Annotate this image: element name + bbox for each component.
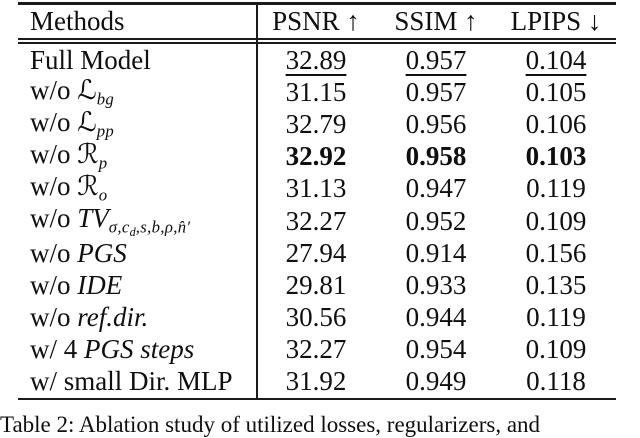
table-row: w/ small Dir. MLP 31.92 0.949 0.118 (18, 366, 616, 398)
method-label-part: d (129, 225, 136, 240)
header-double-rule (18, 38, 616, 44)
table-row: w/o ref.dir. 30.56 0.944 0.119 (18, 302, 616, 334)
ssim-cell: 0.957 (405, 44, 467, 75)
method-label-part: bg (96, 89, 115, 109)
ssim-cell: 0.952 (405, 206, 467, 237)
lpips-cell: 0.156 (525, 237, 587, 268)
psnr-cell: 32.92 (285, 141, 347, 172)
method-cell: w/o ℛp (18, 141, 256, 172)
method-label-part: PGS (77, 237, 127, 268)
psnr-cell: 32.89 (285, 44, 347, 75)
method-label-part: ℛ (77, 171, 99, 203)
method-label-part: w/o (30, 269, 78, 300)
table-header-row: Methods PSNR ↑ SSIM ↑ LPIPS ↓ (18, 5, 616, 38)
method-label-part: o (98, 185, 108, 205)
lpips-cell: 0.135 (525, 269, 587, 300)
ssim-cell: 0.956 (405, 108, 467, 139)
method-cell: w/o PGS (18, 237, 256, 268)
method-cell: w/o ℛo (18, 173, 256, 204)
lpips-cell: 0.106 (525, 108, 587, 139)
table-row: w/o IDE 29.81 0.933 0.135 (18, 269, 616, 301)
table-body: Full Model 32.89 0.957 0.104 w/o ℒbg 31.15 0.9… (18, 44, 616, 398)
lpips-cell: 0.119 (526, 173, 586, 204)
psnr-cell: 30.56 (285, 302, 347, 333)
lpips-cell: 0.109 (525, 206, 587, 237)
method-label-part: ref.dir. (77, 302, 149, 333)
lpips-cell: 0.109 (525, 334, 587, 365)
psnr-cell: 32.27 (285, 334, 347, 365)
lpips-cell: 0.118 (526, 366, 586, 397)
method-cell: w/o IDE (18, 269, 256, 300)
table-row: w/o ℛo 31.13 0.947 0.119 (18, 173, 616, 205)
psnr-cell: 32.79 (285, 108, 347, 139)
ssim-cell: 0.958 (405, 141, 467, 172)
method-label-part: w/o (30, 302, 78, 333)
method-label-part: w/o (30, 171, 78, 202)
psnr-cell: 31.92 (285, 366, 347, 397)
ssim-cell: 0.954 (405, 334, 467, 365)
method-label-part: pp (96, 121, 115, 141)
table-row: w/o ℛp 32.92 0.958 0.103 (18, 141, 616, 173)
method-label-part: w/ small Dir. MLP (30, 366, 233, 397)
ssim-cell: 0.944 (405, 302, 467, 333)
ssim-cell: 0.949 (405, 366, 467, 397)
method-label-part: w/o (30, 106, 78, 137)
ablation-table: Methods PSNR ↑ SSIM ↑ LPIPS ↓ Full Model… (18, 2, 616, 401)
header-ssim: SSIM ↑ (394, 6, 478, 36)
method-label-part: w/o (30, 74, 78, 105)
method-cell: w/o TVσ,cd,s,b,ρ,n̂′ (18, 202, 256, 240)
psnr-cell: 29.81 (285, 269, 347, 300)
method-label-part: ℛ (77, 139, 99, 171)
method-cell: w/o ℒbg (18, 74, 256, 109)
table-row: Full Model 32.89 0.957 0.104 (18, 44, 616, 76)
lpips-cell: 0.105 (525, 76, 587, 107)
method-cell: w/ 4 PGS steps (18, 336, 256, 363)
ssim-cell: 0.914 (405, 237, 467, 268)
method-label-part: p (98, 153, 108, 173)
method-label-part: ℒ (77, 106, 97, 138)
lpips-cell: 0.119 (526, 302, 586, 333)
psnr-cell: 27.94 (285, 237, 347, 268)
psnr-cell: 32.27 (285, 206, 347, 237)
table-row: w/o ℒpp 32.79 0.956 0.106 (18, 108, 616, 140)
ssim-cell: 0.947 (405, 173, 467, 204)
method-label-part: ℒ (77, 74, 97, 106)
ssim-cell: 0.957 (405, 76, 467, 107)
method-label-part: TV (77, 202, 109, 233)
method-label-part: PGS steps (84, 334, 195, 365)
table-row: w/ 4 PGS steps 32.27 0.954 0.109 (18, 334, 616, 366)
ssim-cell: 0.933 (405, 269, 467, 300)
header-psnr: PSNR ↑ (272, 6, 360, 36)
method-cell: w/o ℒpp (18, 106, 256, 141)
method-label-part: w/o (30, 237, 78, 268)
method-label-part: IDE (77, 269, 123, 300)
method-cell: Full Model (18, 44, 256, 75)
lpips-cell: 0.104 (525, 44, 587, 75)
table-caption: Table 2: Ablation study of utilized loss… (0, 412, 541, 437)
method-cell: w/ small Dir. MLP (18, 368, 256, 395)
psnr-cell: 31.15 (285, 76, 347, 107)
method-label-part: w/o (30, 139, 78, 170)
method-label-part: σ,c (108, 217, 130, 237)
header-methods: Methods (30, 6, 125, 36)
psnr-cell: 31.13 (285, 173, 347, 204)
method-label-part: ,s,b,ρ,n̂′ (135, 217, 191, 237)
table-row: w/o TVσ,cd,s,b,ρ,n̂′ 32.27 0.952 0.109 (18, 202, 616, 240)
table-row: w/o PGS 27.94 0.914 0.156 (18, 237, 616, 269)
method-label-part: Full Model (30, 44, 151, 75)
lpips-cell: 0.103 (525, 141, 587, 172)
header-lpips: LPIPS ↓ (510, 6, 602, 36)
column-divider-line (256, 5, 258, 399)
method-label-part: w/ 4 (30, 334, 84, 365)
method-cell: w/o ref.dir. (18, 304, 256, 331)
method-label-part: w/o (30, 202, 78, 233)
table-row: w/o ℒbg 31.15 0.957 0.105 (18, 76, 616, 108)
